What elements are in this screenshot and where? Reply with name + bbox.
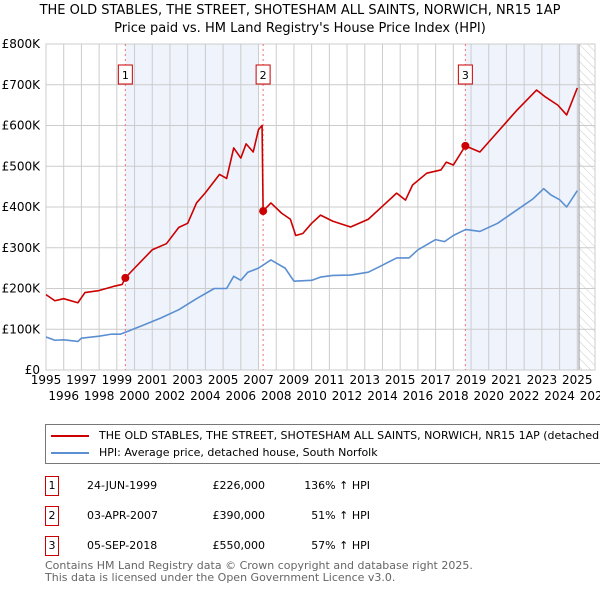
y-tick-label: £0	[25, 363, 40, 377]
sale-number: 1	[45, 476, 59, 496]
x-tick-label: 2014	[367, 389, 398, 403]
table-row: 2 03-APR-2007 £390,000 51% ↑ HPI	[45, 506, 445, 526]
y-tick-label: £700K	[2, 78, 42, 92]
x-tick-label: 2026	[580, 389, 600, 403]
legend-label: HPI: Average price, detached house, Sout…	[99, 446, 378, 459]
footer-licence: This data is licensed under the Open Gov…	[45, 571, 396, 584]
table-row: 3 05-SEP-2018 £550,000 57% ↑ HPI	[45, 536, 445, 556]
x-tick-label: 2019	[456, 373, 487, 387]
y-tick-label: £400K	[2, 200, 42, 214]
legend: THE OLD STABLES, THE STREET, SHOTESHAM A…	[45, 424, 600, 464]
sale-marker-label: 1	[122, 69, 129, 82]
x-tick-label: 1996	[48, 389, 79, 403]
x-tick-label: 2016	[403, 389, 434, 403]
sale-marker-box	[457, 64, 473, 85]
x-tick-label: 1999	[102, 373, 133, 387]
y-tick-label: £800K	[2, 37, 42, 51]
plot-border	[45, 43, 596, 371]
y-tick-label: £300K	[2, 241, 42, 255]
x-tick-label: 2008	[261, 389, 292, 403]
y-tick-label: £100K	[2, 322, 42, 336]
sale-marker-label: 3	[462, 69, 469, 82]
sale-marker-box	[117, 64, 133, 85]
legend-item-property: THE OLD STABLES, THE STREET, SHOTESHAM A…	[51, 429, 600, 442]
x-tick-label: 1995	[31, 373, 62, 387]
hpi-line	[45, 187, 578, 343]
x-tick-label: 2021	[491, 373, 522, 387]
x-tick-label: 2020	[473, 389, 504, 403]
chart-title: THE OLD STABLES, THE STREET, SHOTESHAM A…	[39, 3, 561, 18]
x-tick-label: 2010	[296, 389, 327, 403]
sale-price: £226,000	[212, 479, 266, 492]
x-tick-label: 2003	[172, 373, 203, 387]
x-tick-label: 2012	[332, 389, 363, 403]
sale-hpi-change: 57% ↑ HPI	[311, 539, 370, 552]
sale-date: 03-APR-2007	[87, 509, 159, 522]
sale-hpi-change: 51% ↑ HPI	[311, 509, 370, 522]
x-tick-label: 2023	[527, 373, 558, 387]
x-tick-label: 2022	[509, 389, 540, 403]
legend-swatch-red	[51, 434, 89, 437]
table-row: 1 24-JUN-1999 £226,000 136% ↑ HPI	[45, 476, 445, 496]
x-tick-label: 2024	[544, 389, 575, 403]
footer-copyright: Contains HM Land Registry data © Crown c…	[45, 559, 473, 572]
x-tick-label: 2017	[420, 373, 451, 387]
x-tick-label: 2002	[155, 389, 186, 403]
sale-number: 2	[45, 506, 59, 526]
x-tick-label: 2005	[208, 373, 239, 387]
footer: Contains HM Land Registry data © Crown c…	[45, 560, 473, 584]
x-tick-label: 2011	[314, 373, 345, 387]
x-tick-label: 2025	[562, 373, 593, 387]
property-price-line	[45, 87, 579, 304]
x-tick-label: 1998	[84, 389, 115, 403]
y-tick-label: £200K	[2, 282, 42, 296]
x-tick-label: 2015	[385, 373, 416, 387]
sale-date: 24-JUN-1999	[87, 479, 158, 492]
x-tick-label: 2001	[137, 373, 168, 387]
sale-hpi-change: 136% ↑ HPI	[304, 479, 370, 492]
x-tick-label: 2000	[119, 389, 150, 403]
x-tick-label: 2006	[226, 389, 257, 403]
sale-price: £390,000	[212, 509, 266, 522]
x-tick-label: 2013	[350, 373, 381, 387]
x-tick-label: 2009	[279, 373, 310, 387]
sale-price: £550,000	[212, 539, 266, 552]
legend-item-hpi: HPI: Average price, detached house, Sout…	[51, 446, 378, 459]
sale-marker-label: 2	[260, 69, 267, 82]
sale-point	[259, 207, 268, 216]
price-chart: 1995 1996 1997 1998 1999 2000 2001 2002 2003 2004…	[2, 37, 600, 403]
sale-number: 3	[45, 536, 59, 556]
sale-point	[121, 273, 130, 282]
sale-marker-box	[255, 64, 271, 85]
sale-point	[461, 141, 470, 150]
chart-subtitle: Price paid vs. HM Land Registry's House …	[114, 21, 486, 36]
legend-swatch-blue	[51, 451, 89, 454]
x-tick-label: 2018	[438, 389, 469, 403]
legend-label: THE OLD STABLES, THE STREET, SHOTESHAM A…	[99, 429, 600, 442]
x-tick-label: 2007	[243, 373, 274, 387]
x-tick-label: 2004	[190, 389, 221, 403]
sale-date: 05-SEP-2018	[87, 539, 158, 552]
y-tick-label: £500K	[2, 159, 42, 173]
y-tick-label: £600K	[2, 119, 42, 133]
x-tick-label: 1997	[66, 373, 97, 387]
